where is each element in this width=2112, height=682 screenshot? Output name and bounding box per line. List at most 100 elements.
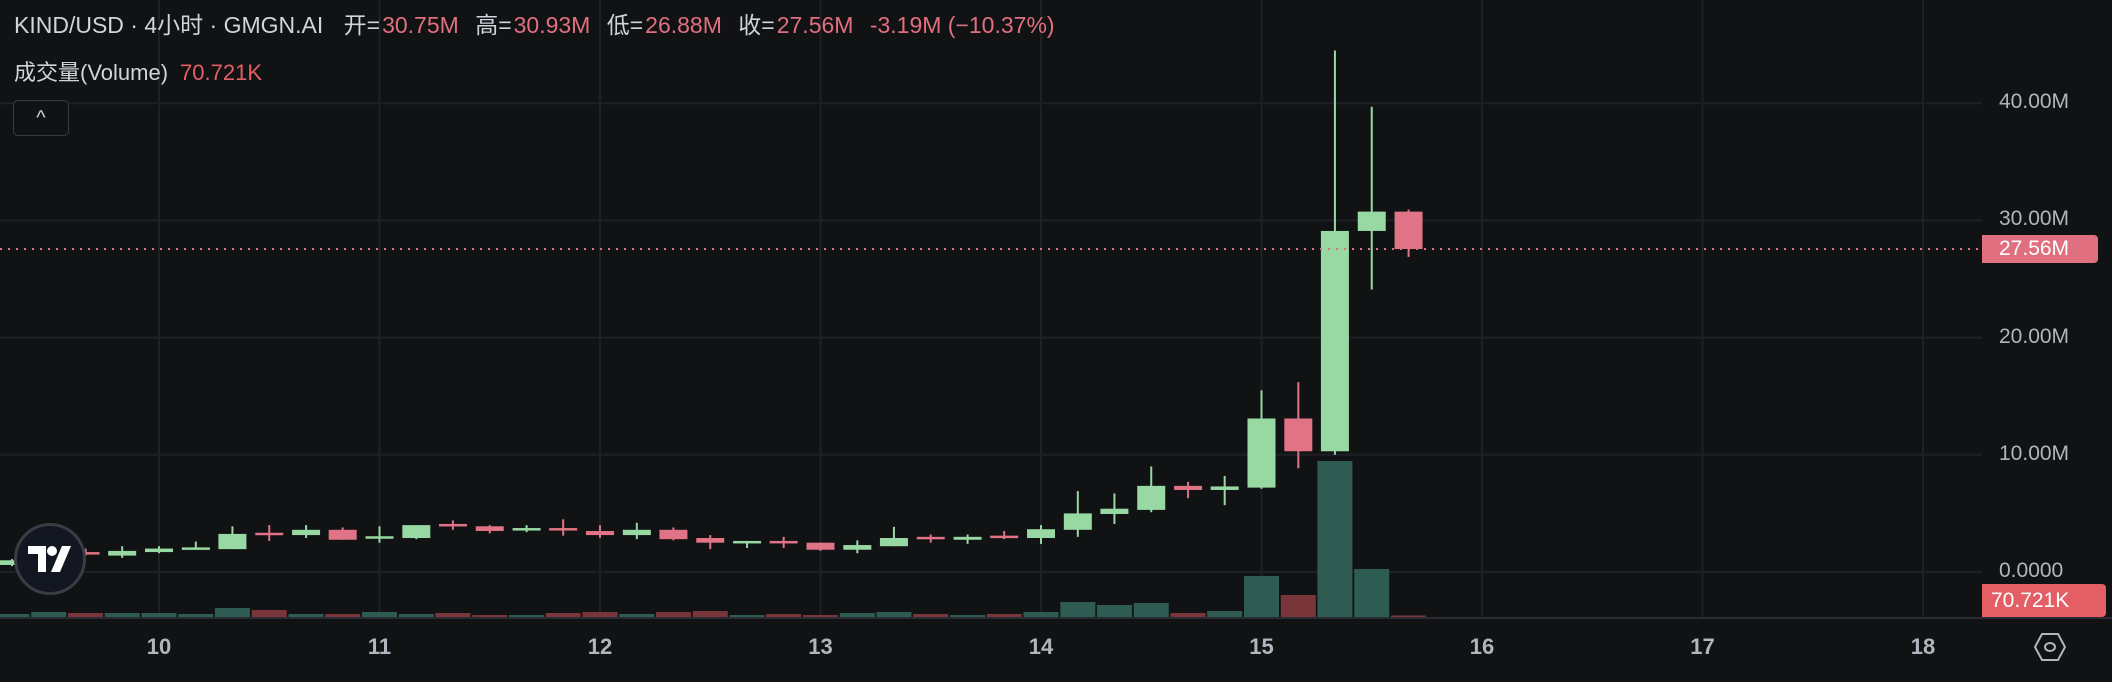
candle-body xyxy=(365,536,394,539)
candle-body xyxy=(1027,529,1055,539)
candle-body xyxy=(512,528,541,531)
candle-body xyxy=(218,533,247,550)
volume-bar xyxy=(509,615,545,617)
volume-bar xyxy=(655,612,691,617)
chevron-up-icon: ^ xyxy=(36,106,46,129)
volume-bar xyxy=(31,612,67,617)
volume-bar xyxy=(472,615,508,617)
candle-body xyxy=(696,538,725,543)
open-value: 30.75M xyxy=(382,12,459,38)
volume-bar xyxy=(1096,605,1132,617)
candle-body xyxy=(549,528,578,531)
volume-bar xyxy=(913,614,949,617)
candle-body xyxy=(843,545,872,550)
candle-body xyxy=(769,540,798,544)
volume-bar xyxy=(362,612,397,617)
volume-bar xyxy=(398,614,434,617)
volume-bar xyxy=(1244,576,1279,617)
x-axis-tick-label: 12 xyxy=(587,634,613,659)
volume-bar xyxy=(1060,602,1096,617)
close-value: 27.56M xyxy=(776,12,854,38)
symbol-title: KIND/USD · 4小时 · GMGN.AI xyxy=(14,12,324,38)
volume-bar xyxy=(692,611,728,617)
last-price-label: 27.56M xyxy=(1982,234,2098,263)
volume-bar xyxy=(325,614,361,617)
low-label: 低= xyxy=(606,12,644,38)
volume-bar xyxy=(68,613,104,617)
candle-body xyxy=(586,530,614,536)
candle-body xyxy=(953,536,982,540)
tradingview-logo[interactable] xyxy=(14,523,86,595)
candle-body xyxy=(181,547,210,550)
volume-value: 70.721K xyxy=(180,60,263,85)
volume-bar xyxy=(1170,613,1206,617)
x-axis-tick-label: 17 xyxy=(1690,634,1715,659)
volume-bar xyxy=(141,613,177,617)
volume-bar xyxy=(766,614,802,617)
volume-label: 成交量(Volume) xyxy=(14,60,169,85)
x-axis-tick-label: 10 xyxy=(146,634,172,659)
candle-body xyxy=(1394,211,1423,249)
volume-bar xyxy=(729,615,765,617)
close-label: 收= xyxy=(738,12,775,38)
open-label: 开= xyxy=(343,12,381,38)
x-axis-tick-label: 14 xyxy=(1028,634,1054,659)
y-axis-tick-label: 30.00M xyxy=(1999,207,2070,231)
x-axis-tick-label: 13 xyxy=(808,634,833,659)
candle-body xyxy=(328,529,357,540)
volume-bar xyxy=(288,614,324,617)
candle-body xyxy=(806,542,835,550)
volume-bar xyxy=(435,613,471,617)
candle-body xyxy=(438,523,467,527)
volume-bar xyxy=(1280,595,1316,617)
candle-body xyxy=(402,525,431,539)
volume-legend: 成交量(Volume) 70.721K xyxy=(14,55,262,87)
volume-bar xyxy=(214,608,250,617)
volume-bar xyxy=(1317,461,1353,617)
candle-body xyxy=(255,532,284,536)
volume-bar xyxy=(950,615,986,617)
volume-bar xyxy=(104,613,140,617)
candle-body xyxy=(990,535,1019,539)
candle-body xyxy=(1100,508,1129,514)
volume-bar xyxy=(582,612,618,617)
x-axis-tick-label: 15 xyxy=(1249,634,1274,659)
tradingview-logo-icon xyxy=(28,546,71,572)
candle-body xyxy=(145,548,173,553)
candle-body xyxy=(1357,211,1386,231)
volume-bar xyxy=(251,610,287,617)
volume-bar xyxy=(178,614,214,617)
candle-body xyxy=(1210,486,1239,490)
change-value: -3.19M (−10.37%) xyxy=(869,12,1055,38)
candle-body xyxy=(292,529,321,536)
volume-bars xyxy=(0,461,1427,617)
candle-body xyxy=(879,538,908,547)
volume-bar xyxy=(1354,569,1390,617)
candle-body xyxy=(622,529,651,536)
settings-hexagon-icon[interactable] xyxy=(2034,632,2066,662)
volume-bar xyxy=(0,614,30,617)
volume-bar xyxy=(545,613,581,617)
volume-bar xyxy=(876,612,912,617)
candle-body xyxy=(0,560,26,565)
x-axis-tick-label: 16 xyxy=(1469,634,1495,659)
candle-body xyxy=(733,540,762,544)
collapse-legend-button[interactable]: ^ xyxy=(13,100,69,136)
candle-body xyxy=(1137,485,1166,510)
volume-bar xyxy=(1133,603,1169,617)
candle-body xyxy=(475,526,504,531)
candle-body xyxy=(1284,418,1313,452)
y-axis-tick-label: 10.00M xyxy=(1999,441,2070,465)
volume-bar xyxy=(1391,615,1427,617)
candle-body xyxy=(659,529,688,540)
grid xyxy=(0,0,1982,618)
candle-body xyxy=(1174,485,1203,490)
candle-body xyxy=(108,550,137,556)
candle-body xyxy=(1063,513,1092,530)
volume-bar xyxy=(839,613,875,617)
volume-bar xyxy=(1023,612,1059,617)
volume-bar xyxy=(986,614,1022,617)
high-label: 高= xyxy=(475,12,512,38)
last-volume-label: 70.721K xyxy=(1982,584,2106,617)
